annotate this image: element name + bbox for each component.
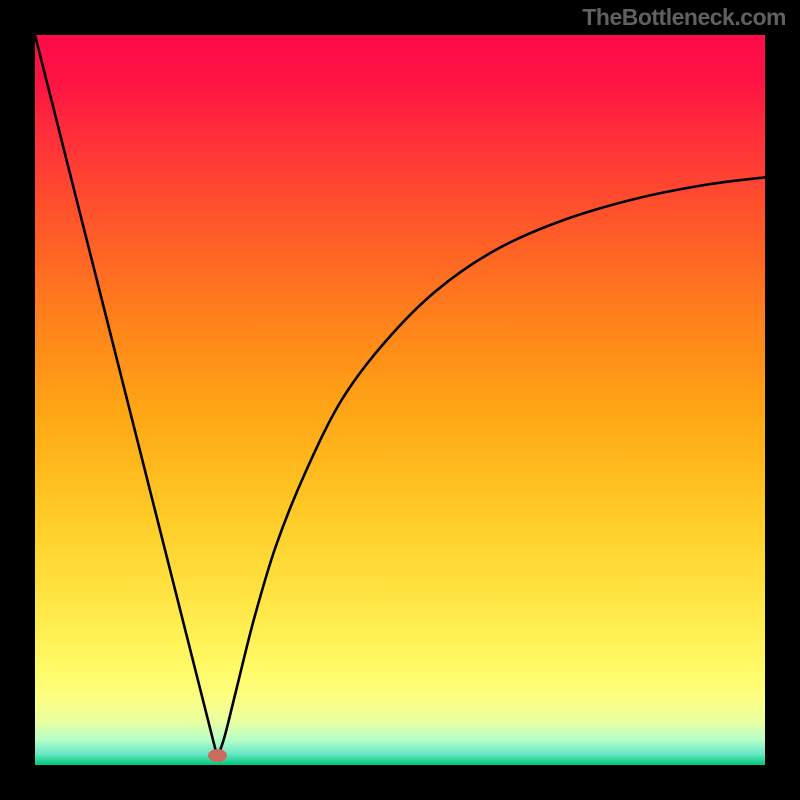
plot-gradient-background	[35, 35, 765, 765]
chart-container: TheBottleneck.com	[0, 0, 800, 800]
minimum-bottleneck-marker	[209, 750, 227, 762]
watermark-text: TheBottleneck.com	[582, 4, 786, 31]
bottleneck-chart	[0, 0, 800, 800]
